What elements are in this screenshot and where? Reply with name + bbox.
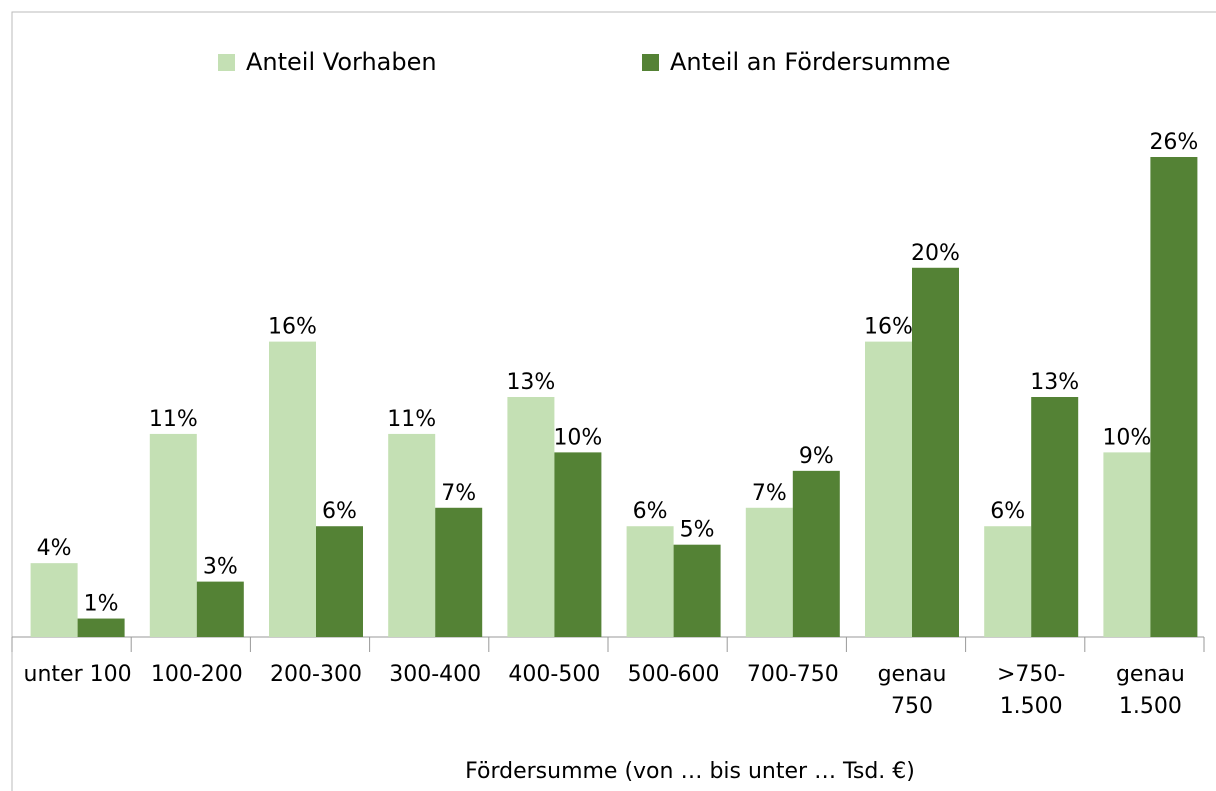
data-label: 13% [1030,370,1079,395]
x-tick-label: 400-500 [508,662,601,687]
legend-label: Anteil Vorhaben [246,48,437,76]
data-label: 6% [322,499,357,524]
data-label: 20% [911,241,960,266]
x-tick-label: 100-200 [150,662,243,687]
data-label: 5% [680,518,715,543]
data-label: 11% [387,407,436,432]
legend-label: Anteil an Fördersumme [670,48,951,76]
bar [149,433,197,637]
data-label: 16% [268,315,317,340]
data-label: 7% [441,481,476,506]
x-axis-title: Fördersumme (von … bis unter … Tsd. €) [465,759,915,784]
legend-swatch [642,54,659,71]
bar [984,526,1032,637]
data-label: 7% [752,481,787,506]
bar [1103,452,1151,637]
data-label: 6% [990,499,1025,524]
data-label: 10% [553,425,602,450]
bar [745,507,793,637]
data-label: 26% [1149,130,1198,155]
x-tick-label: 200-300 [270,662,362,687]
bar [507,397,555,637]
bar [554,452,602,637]
data-label: 1% [84,592,119,617]
bar [1150,157,1198,637]
bar [269,341,316,637]
legend-swatch [218,54,235,71]
x-tick-label: >750- 1.500 [997,662,1066,719]
x-tick-label: 500-600 [627,662,720,687]
bar [673,544,721,637]
x-tick-label: genau 1.500 [1115,662,1185,719]
x-tick-label: 700-750 [746,662,839,687]
bar [912,267,959,637]
data-label: 9% [799,444,834,469]
bar [388,433,436,637]
bar [865,341,912,637]
data-label: 10% [1102,425,1151,450]
data-label: 13% [506,370,555,395]
bar [77,618,125,637]
x-tick-label: unter 100 [23,662,132,687]
bar [792,470,840,637]
x-tick-label: 300-400 [389,662,482,687]
bar [626,526,674,637]
chart-frame [11,11,1216,791]
data-label: 16% [864,315,913,340]
data-label: 3% [203,555,238,580]
bar [30,563,78,637]
data-label: 4% [37,536,72,561]
data-label: 11% [149,407,198,432]
bar [435,507,483,637]
bar [1031,397,1079,637]
bar [196,581,244,637]
data-label: 6% [633,499,668,524]
bar [316,526,363,637]
x-tick-label: genau 750 [877,662,947,719]
